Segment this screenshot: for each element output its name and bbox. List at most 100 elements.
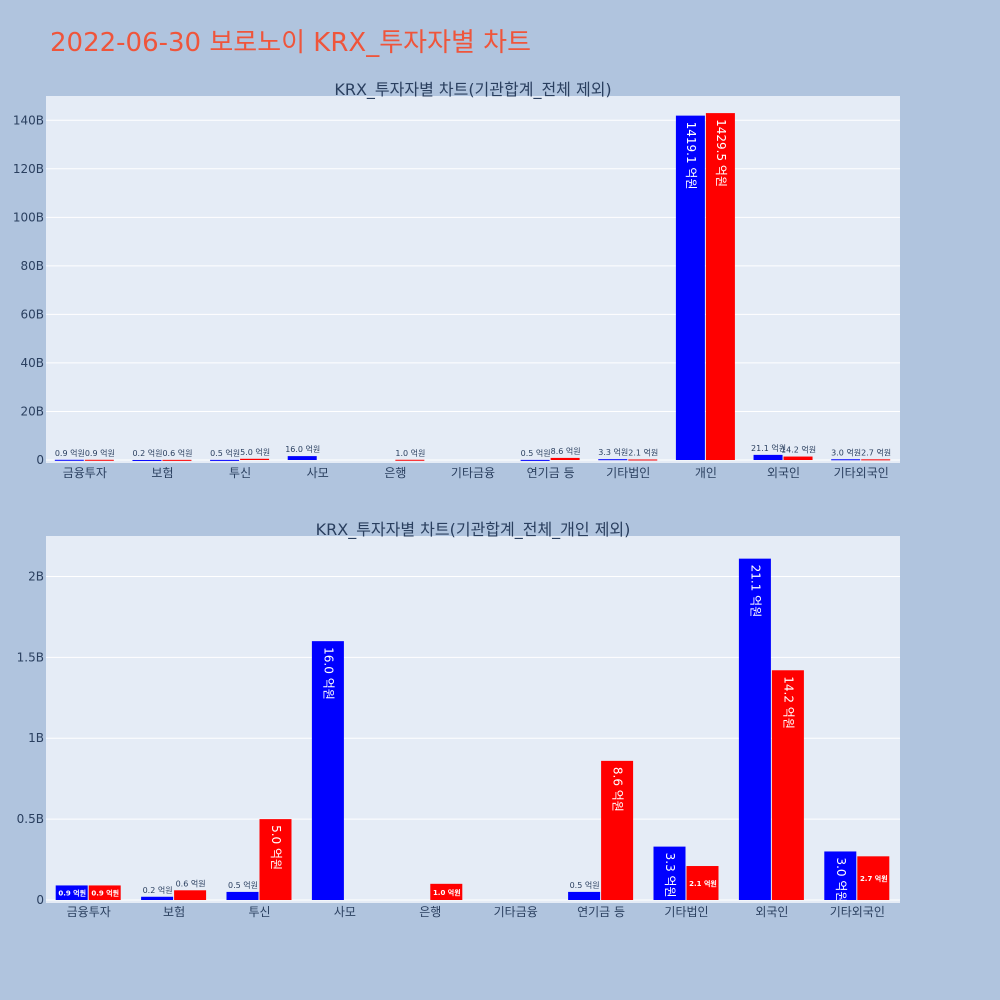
x-tick-label: 투신 [229,466,251,480]
y-tick-label: 140B [13,113,44,127]
bar-value-label: 16.0 억원 [285,444,320,454]
bar-value-label: 8.6 억원 [551,446,581,456]
buy-bar [54,459,84,461]
sell-bar [861,459,891,461]
buy-bar [568,891,601,900]
sell-bar [240,458,270,460]
bar-value-label: 8.6 억원 [611,767,625,812]
bar-value-label: 2.7 억원 [860,874,888,883]
buy-bar [520,459,550,461]
x-tick-label: 보험 [163,905,185,919]
bar-value-label: 21.1 억원 [748,565,762,618]
y-tick-label: 60B [20,307,44,321]
bar-value-label: 14.2 억원 [781,676,795,729]
x-tick-label: 보험 [151,466,173,480]
chart-bottom: 0 0.5B 1B 1.5B 2B KRX_투자자별 차트(기관합계_전체_개인 제외) 금… [17,520,900,919]
bar-value-label: 1.0 억원 [433,888,461,897]
buy-bar [753,454,783,460]
x-tick-label: 기타금융 [494,905,538,919]
y-tick-label: 80B [20,259,44,273]
bar-value-label: 0.5 억원 [570,880,600,890]
sell-bar [550,457,580,460]
bar-value-label: 0.9 억원 [55,448,85,458]
sell-bar [88,885,121,900]
sell-bar [162,459,192,461]
y-tick-label: 1.5B [17,650,44,664]
y-tick-label: 2B [28,569,44,583]
bar-value-label: 16.0 억원 [321,647,335,700]
x-tick-label: 연기금 등 [527,466,575,480]
y-tick-label: 0 [36,453,44,467]
bar-value-label: 21.1 억원 [751,443,786,453]
bar-value-label: 1429.5 억원 [714,119,728,187]
buy-bar [675,115,705,460]
bar-value-label: 0.9 억원 [85,448,115,458]
chart-title: KRX_투자자별 차트(기관합계_전체_개인 제외) [316,520,631,540]
x-tick-label: 기타외국인 [834,466,889,480]
x-tick-label: 외국인 [767,466,800,480]
x-tick-label: 기타외국인 [830,905,885,919]
bar-value-label: 2.7 억원 [861,447,891,457]
buy-bar [287,456,317,460]
bar-value-label: 1.0 억원 [395,448,425,458]
x-tick-label: 금융투자 [63,466,107,480]
bar-value-label: 0.2 억원 [132,448,162,458]
x-tick-label: 기타법인 [664,905,708,919]
y-tick-label: 120B [13,162,44,176]
bar-value-label: 0.9 억원 [91,889,119,898]
bar-value-label: 0.2 억원 [143,885,173,895]
sell-bar [705,113,735,460]
bar-value-label: 0.9 억원 [58,889,86,898]
bar-value-label: 3.0 억원 [831,447,861,457]
bar-value-label: 3.3 억원 [598,447,628,457]
sell-bar [395,459,425,461]
bar-value-label: 3.3 억원 [663,853,677,898]
x-tick-label: 사모 [307,466,329,480]
x-tick-label: 개인 [695,466,717,480]
y-tick-label: 0 [36,893,44,907]
bar-value-label: 0.5 억원 [210,448,240,458]
sell-bar [771,670,804,900]
y-tick-label: 40B [20,356,44,370]
x-tick-label: 기타금융 [451,466,495,480]
plot-area [46,96,900,463]
buy-bar [831,459,861,461]
bar-value-label: 5.0 억원 [240,447,270,457]
sell-bar [430,883,463,900]
bar-value-label: 3.0 억원 [834,857,848,902]
buy-bar [226,891,259,900]
bar-value-label: 1419.1 억원 [684,122,698,190]
x-tick-label: 기타법인 [606,466,650,480]
buy-bar [141,896,174,900]
buy-bar [598,459,628,461]
x-tick-label: 연기금 등 [577,905,625,919]
buy-bar [738,558,771,900]
y-tick-label: 20B [20,404,44,418]
bar-value-label: 0.5 억원 [228,880,258,890]
buy-bar [311,641,344,900]
bar-value-label: 2.1 억원 [689,879,717,888]
sell-bar [783,456,813,460]
bar-value-label: 2.1 억원 [628,447,658,457]
bar-value-label: 0.6 억원 [162,448,192,458]
buy-bar [653,846,686,900]
x-tick-label: 외국인 [755,905,788,919]
y-tick-label: 1B [28,731,44,745]
x-tick-label: 투신 [248,905,270,919]
chart-top: 0 20B 40B 60B 80B 100B 120B 140B KRX_투자자별 차트(기관합… [13,80,900,480]
y-tick-label: 0.5B [17,812,44,826]
sell-bar [601,760,634,900]
x-tick-label: 은행 [419,904,441,919]
x-tick-label: 사모 [334,905,356,919]
sell-bar [628,459,658,461]
chart-title: KRX_투자자별 차트(기관합계_전체 제외) [334,80,611,100]
sell-bar [857,856,890,900]
buy-bar [55,885,88,900]
bar-value-label: 0.5 억원 [521,448,551,458]
bar-value-label: 0.6 억원 [176,878,206,888]
x-tick-label: 은행 [384,465,406,480]
y-tick-label: 100B [13,210,44,224]
buy-bar [210,459,240,461]
sell-bar [259,819,292,900]
